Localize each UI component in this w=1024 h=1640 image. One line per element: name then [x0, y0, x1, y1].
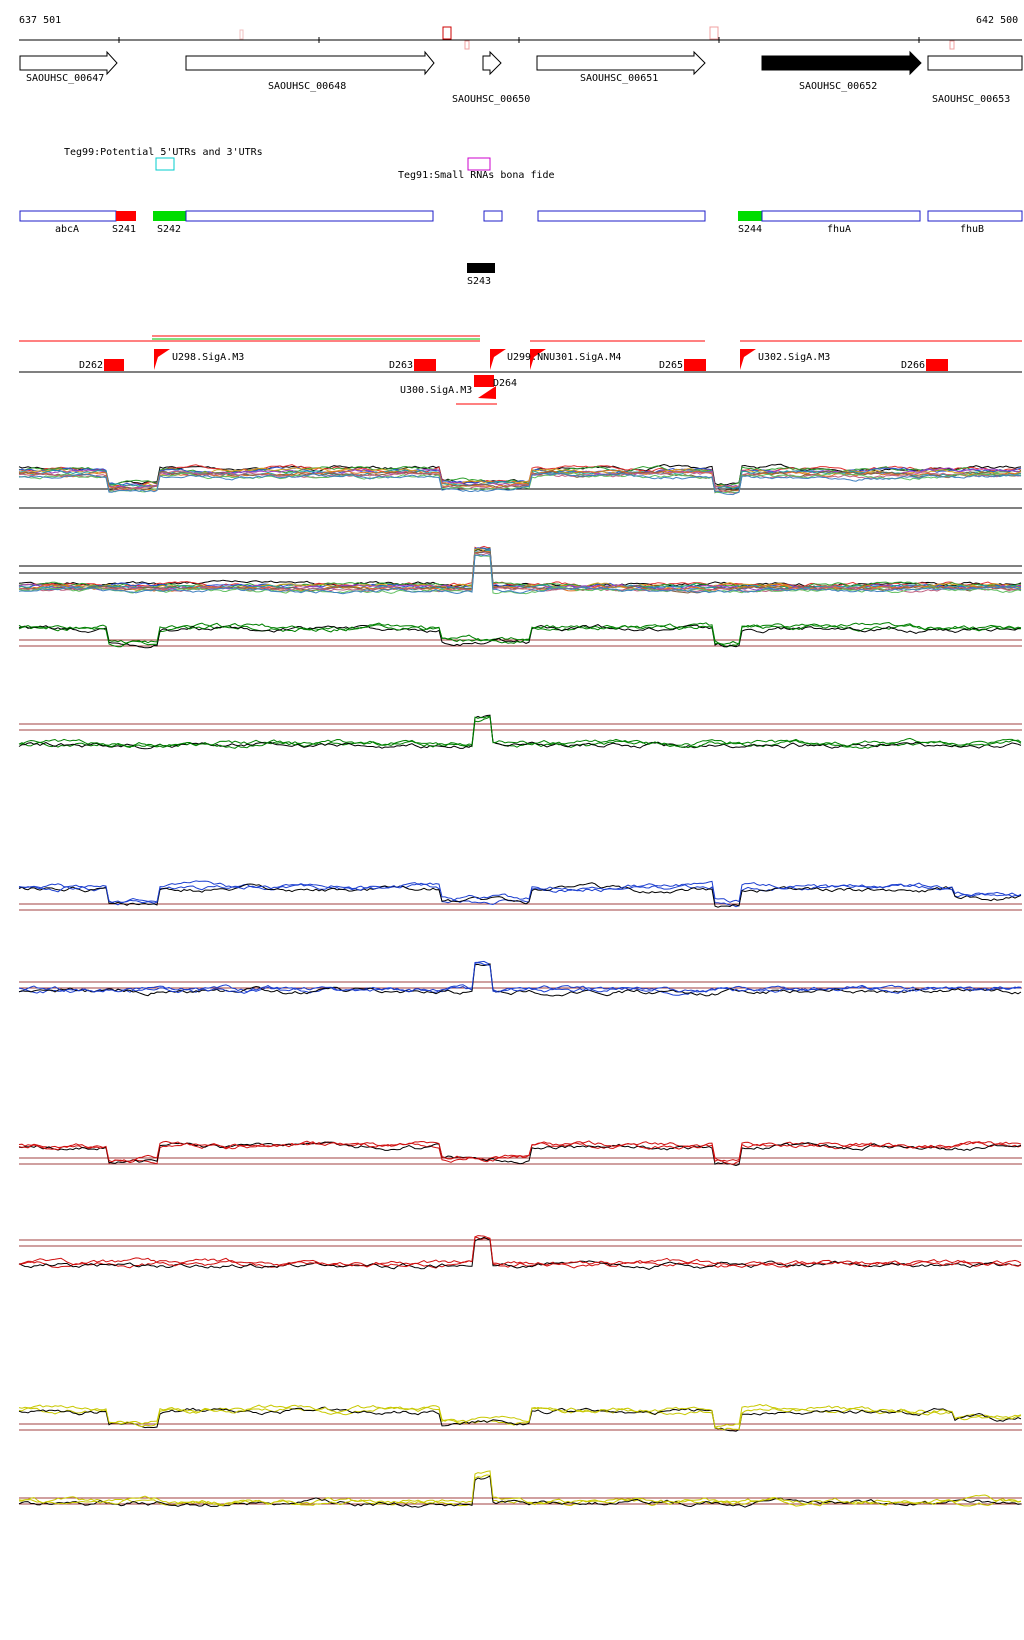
gene-arrow[interactable]: [482, 50, 502, 76]
tss-label: D263: [389, 360, 413, 371]
feature-box[interactable]: [467, 263, 495, 273]
tss-label: U300.SigA.M3: [400, 385, 472, 396]
tss-box[interactable]: [474, 375, 494, 387]
expression-line: [18, 1235, 1022, 1268]
gene-label: SAOUHSC_00650: [452, 94, 530, 105]
feature-box[interactable]: [185, 210, 434, 222]
tss-box[interactable]: [684, 359, 706, 371]
feature-box[interactable]: [927, 210, 1023, 222]
expression-line: [18, 1140, 1022, 1165]
feature-box[interactable]: [19, 210, 117, 222]
gene-arrow[interactable]: [536, 50, 706, 76]
gene-track: SAOUHSC_00647 SAOUHSC_00648 SAOUHSC_0065…: [19, 50, 1023, 105]
expression-tracks: [18, 463, 1022, 1508]
gene-label: SAOUHSC_00652: [799, 81, 877, 92]
expression-line: [18, 714, 1022, 750]
expression-line: [18, 882, 1022, 908]
expression-line: [18, 1236, 1022, 1269]
tss-label: U302.SigA.M3: [758, 352, 830, 363]
feature-box[interactable]: [761, 210, 921, 222]
expression-line: [18, 469, 1022, 493]
feature-label: fhuA: [827, 224, 851, 235]
feature-box[interactable]: [738, 211, 762, 221]
tss-box[interactable]: [104, 359, 124, 371]
tss-label: D262: [79, 360, 103, 371]
expression-line: [18, 466, 1022, 489]
gene-label: SAOUHSC_00653: [932, 94, 1010, 105]
expression-line: [18, 1404, 1022, 1431]
feature-label: S243: [467, 276, 491, 287]
annotation-label: Teg91:Small RNAs bona fide: [398, 170, 555, 181]
tss-box[interactable]: [926, 359, 948, 371]
utr-box[interactable]: [155, 157, 175, 171]
expression-line: [18, 470, 1022, 494]
gene-arrow[interactable]: [927, 55, 1023, 71]
tss-flag[interactable]: [490, 349, 506, 370]
expression-line: [18, 622, 1022, 648]
tss-box[interactable]: [414, 359, 436, 371]
feature-box[interactable]: [483, 210, 503, 222]
annotation-label: Teg99:Potential 5'UTRs and 3'UTRs: [64, 147, 263, 158]
gene-label: SAOUHSC_00648: [268, 81, 346, 92]
annotation-track: Teg99:Potential 5'UTRs and 3'UTRs Teg91:…: [64, 147, 555, 181]
gene-arrow[interactable]: [185, 50, 435, 76]
tss-label: D266: [901, 360, 925, 371]
expression-line: [18, 549, 1022, 588]
feature-label: S242: [157, 224, 181, 235]
expression-line: [18, 1474, 1022, 1507]
expression-line: [18, 716, 1022, 749]
tss-flag[interactable]: [740, 349, 756, 370]
feature-track: abcA S241 S242 S243 S244 fhuA fhuB: [19, 210, 1023, 287]
tss-flag[interactable]: [530, 349, 546, 370]
gene-label: SAOUHSC_00651: [580, 73, 658, 84]
expression-line: [18, 624, 1022, 649]
expression-line: [18, 621, 1022, 648]
tss-label: U298.SigA.M3: [172, 352, 244, 363]
feature-box[interactable]: [116, 211, 136, 221]
expression-line: [18, 715, 1022, 749]
expression-line: [18, 545, 1022, 590]
gene-label: SAOUHSC_00647: [26, 73, 104, 84]
tss-flag[interactable]: [478, 386, 496, 399]
tss-track: D262 U298.SigA.M3 D263 U299.NNU301.SigA.…: [19, 335, 1022, 405]
gene-arrow[interactable]: [19, 50, 118, 76]
expression-line: [18, 963, 1022, 997]
expression-line: [18, 1406, 1022, 1432]
feature-label: S241: [112, 224, 136, 235]
expression-line: [18, 1470, 1022, 1507]
feature-box[interactable]: [537, 210, 706, 222]
gene-arrow[interactable]: [761, 50, 922, 76]
tss-flag[interactable]: [154, 349, 170, 370]
expression-line: [18, 1475, 1022, 1508]
expression-line: [18, 880, 1022, 904]
tss-label: D264: [493, 378, 517, 389]
ruler: [19, 26, 1022, 50]
feature-label: abcA: [55, 224, 79, 235]
expression-line: [18, 553, 1022, 595]
ruler-start: 637 501: [19, 15, 61, 26]
feature-label: S244: [738, 224, 762, 235]
expression-line: [18, 547, 1022, 589]
expression-line: [18, 549, 1022, 592]
tss-label: D265: [659, 360, 683, 371]
srna-box[interactable]: [467, 157, 491, 171]
feature-label: fhuB: [960, 224, 984, 235]
expression-line: [18, 472, 1022, 496]
ruler-end: 642 500: [976, 15, 1018, 26]
feature-box[interactable]: [153, 211, 186, 221]
expression-line: [18, 962, 1022, 994]
tss-label: U299.NNU301.SigA.M4: [507, 352, 621, 363]
